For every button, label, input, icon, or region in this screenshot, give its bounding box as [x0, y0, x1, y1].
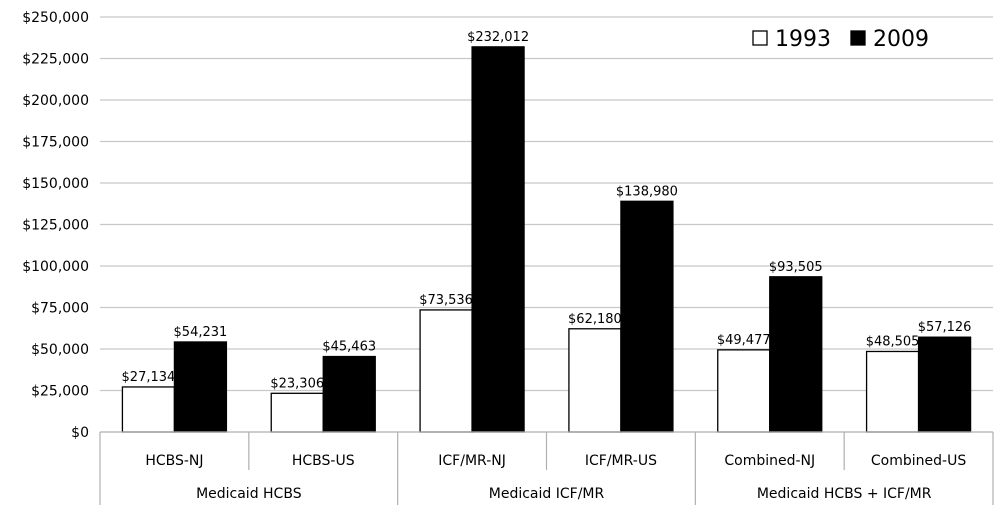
x-tick-label: ICF/MR-US: [585, 453, 657, 469]
legend-label-2009: 2009: [873, 27, 929, 52]
group-label: Medicaid HCBS: [196, 486, 302, 502]
bar-1993-combined-nj: [717, 349, 771, 433]
x-tick-label: Combined-US: [871, 453, 966, 469]
y-tick-label: $125,000: [22, 218, 89, 234]
bar-2009-icf-mr-us: [620, 200, 674, 433]
bar-2009-combined-nj: [769, 276, 823, 433]
data-label: $232,012: [467, 30, 529, 45]
group-label: Medicaid ICF/MR: [489, 486, 605, 502]
bar-1993-hcbs-nj: [121, 386, 176, 433]
data-label: $73,536: [419, 293, 473, 308]
bar-2009-hcbs-nj: [173, 341, 228, 433]
data-label: $93,505: [769, 260, 823, 275]
x-tick-label: HCBS-US: [292, 453, 355, 469]
bar-2009-icf-mr-nj: [471, 46, 525, 433]
legend-swatch-2009: [850, 30, 866, 46]
legend-swatch-1993: [752, 30, 768, 46]
y-tick-label: $225,000: [22, 52, 89, 68]
bar-1993-combined-us: [865, 350, 920, 433]
bar-2009-hcbs-us: [322, 355, 376, 433]
bar-2009-combined-us: [917, 336, 972, 433]
data-label: $48,505: [866, 334, 920, 349]
data-labels: $27,134 $54,231 $23,306 $45,463 $73,536 $232,…: [122, 30, 972, 391]
data-label: $45,463: [322, 340, 376, 355]
y-tick-label: $200,000: [22, 93, 89, 109]
data-label: $23,306: [270, 376, 324, 391]
x-tick-label: ICF/MR-NJ: [438, 453, 506, 469]
y-tick-label: $250,000: [22, 10, 89, 26]
y-tick-label: $75,000: [31, 301, 89, 317]
bar-1993-hcbs-us: [270, 392, 324, 433]
bar-1993-icf-mr-nj: [419, 309, 473, 433]
bar-1993-icf-mr-us: [568, 328, 622, 433]
y-tick-label: $25,000: [31, 384, 89, 400]
bars: [121, 46, 972, 433]
x-axis: HCBS-NJ HCBS-US ICF/MR-NJ ICF/MR-US Combined…: [99, 431, 994, 505]
gridlines: [100, 16, 993, 392]
x-tick-label: HCBS-NJ: [145, 453, 203, 469]
data-label: $138,980: [616, 184, 678, 199]
y-tick-label: $175,000: [22, 135, 89, 151]
y-tick-label: $150,000: [22, 176, 89, 192]
data-label: $54,231: [174, 325, 228, 340]
group-label: Medicaid HCBS + ICF/MR: [757, 486, 932, 502]
data-label: $57,126: [918, 320, 972, 335]
x-tick-label: Combined-NJ: [724, 453, 815, 469]
y-tick-label: $100,000: [22, 259, 89, 275]
data-label: $27,134: [122, 370, 176, 385]
legend: 1993 2009: [752, 27, 929, 52]
y-tick-label: $0: [71, 425, 89, 441]
legend-label-1993: 1993: [775, 27, 831, 52]
y-tick-label: $50,000: [31, 342, 89, 358]
y-axis: $0 $25,000 $50,000 $75,000 $100,000 $125,000 $…: [22, 10, 89, 441]
data-label: $49,477: [717, 333, 771, 348]
data-label: $62,180: [568, 312, 622, 327]
